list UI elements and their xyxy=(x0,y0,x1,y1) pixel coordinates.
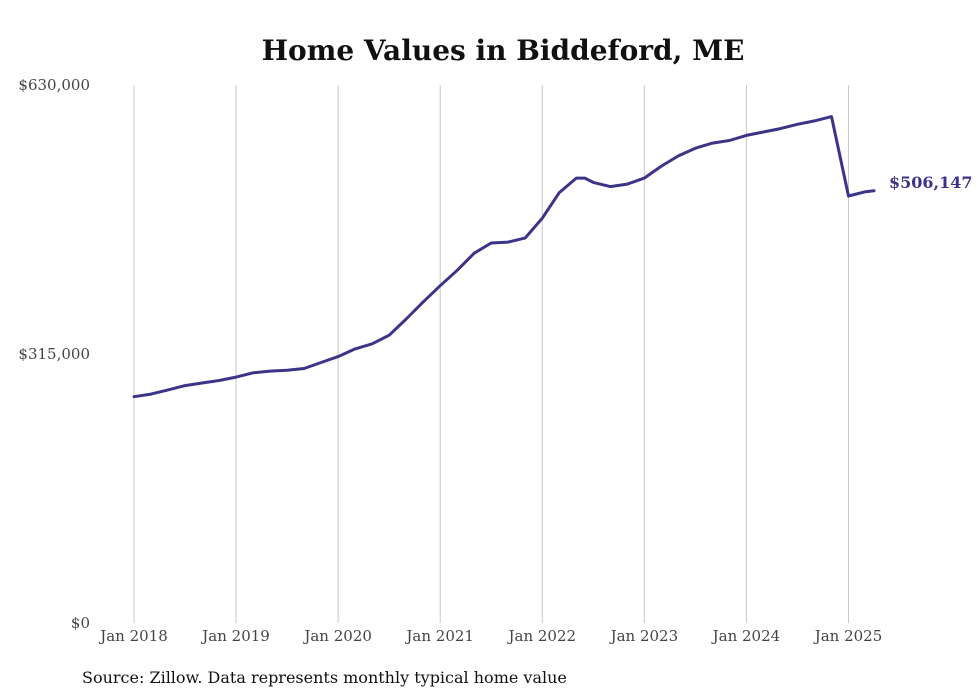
x-tick-label: Jan 2021 xyxy=(404,627,474,645)
source-note: Source: Zillow. Data represents monthly … xyxy=(82,668,567,687)
x-axis: Jan 2018 Jan 2019 Jan 2020 Jan 2021 Jan 2022… xyxy=(98,627,882,645)
x-tick-label: Jan 2024 xyxy=(711,627,781,645)
x-tick-label: Jan 2025 xyxy=(813,627,883,645)
series-group xyxy=(132,115,876,399)
y-tick-label: $0 xyxy=(71,614,90,632)
chart-title: Home Values in Biddeford, ME xyxy=(262,34,745,67)
end-value-label: $506,147 xyxy=(889,173,973,192)
x-tick-label: Jan 2019 xyxy=(200,627,270,645)
y-tick-label: $315,000 xyxy=(18,345,90,363)
y-tick-label: $630,000 xyxy=(18,76,90,94)
series-line xyxy=(132,115,876,399)
x-tick-label: Jan 2022 xyxy=(506,627,576,645)
x-tick-label: Jan 2023 xyxy=(609,627,679,645)
x-tick-label: Jan 2020 xyxy=(302,627,372,645)
gridlines xyxy=(133,85,849,623)
x-tick-label: Jan 2018 xyxy=(98,627,168,645)
y-axis: $0 $315,000 $630,000 xyxy=(18,76,90,632)
